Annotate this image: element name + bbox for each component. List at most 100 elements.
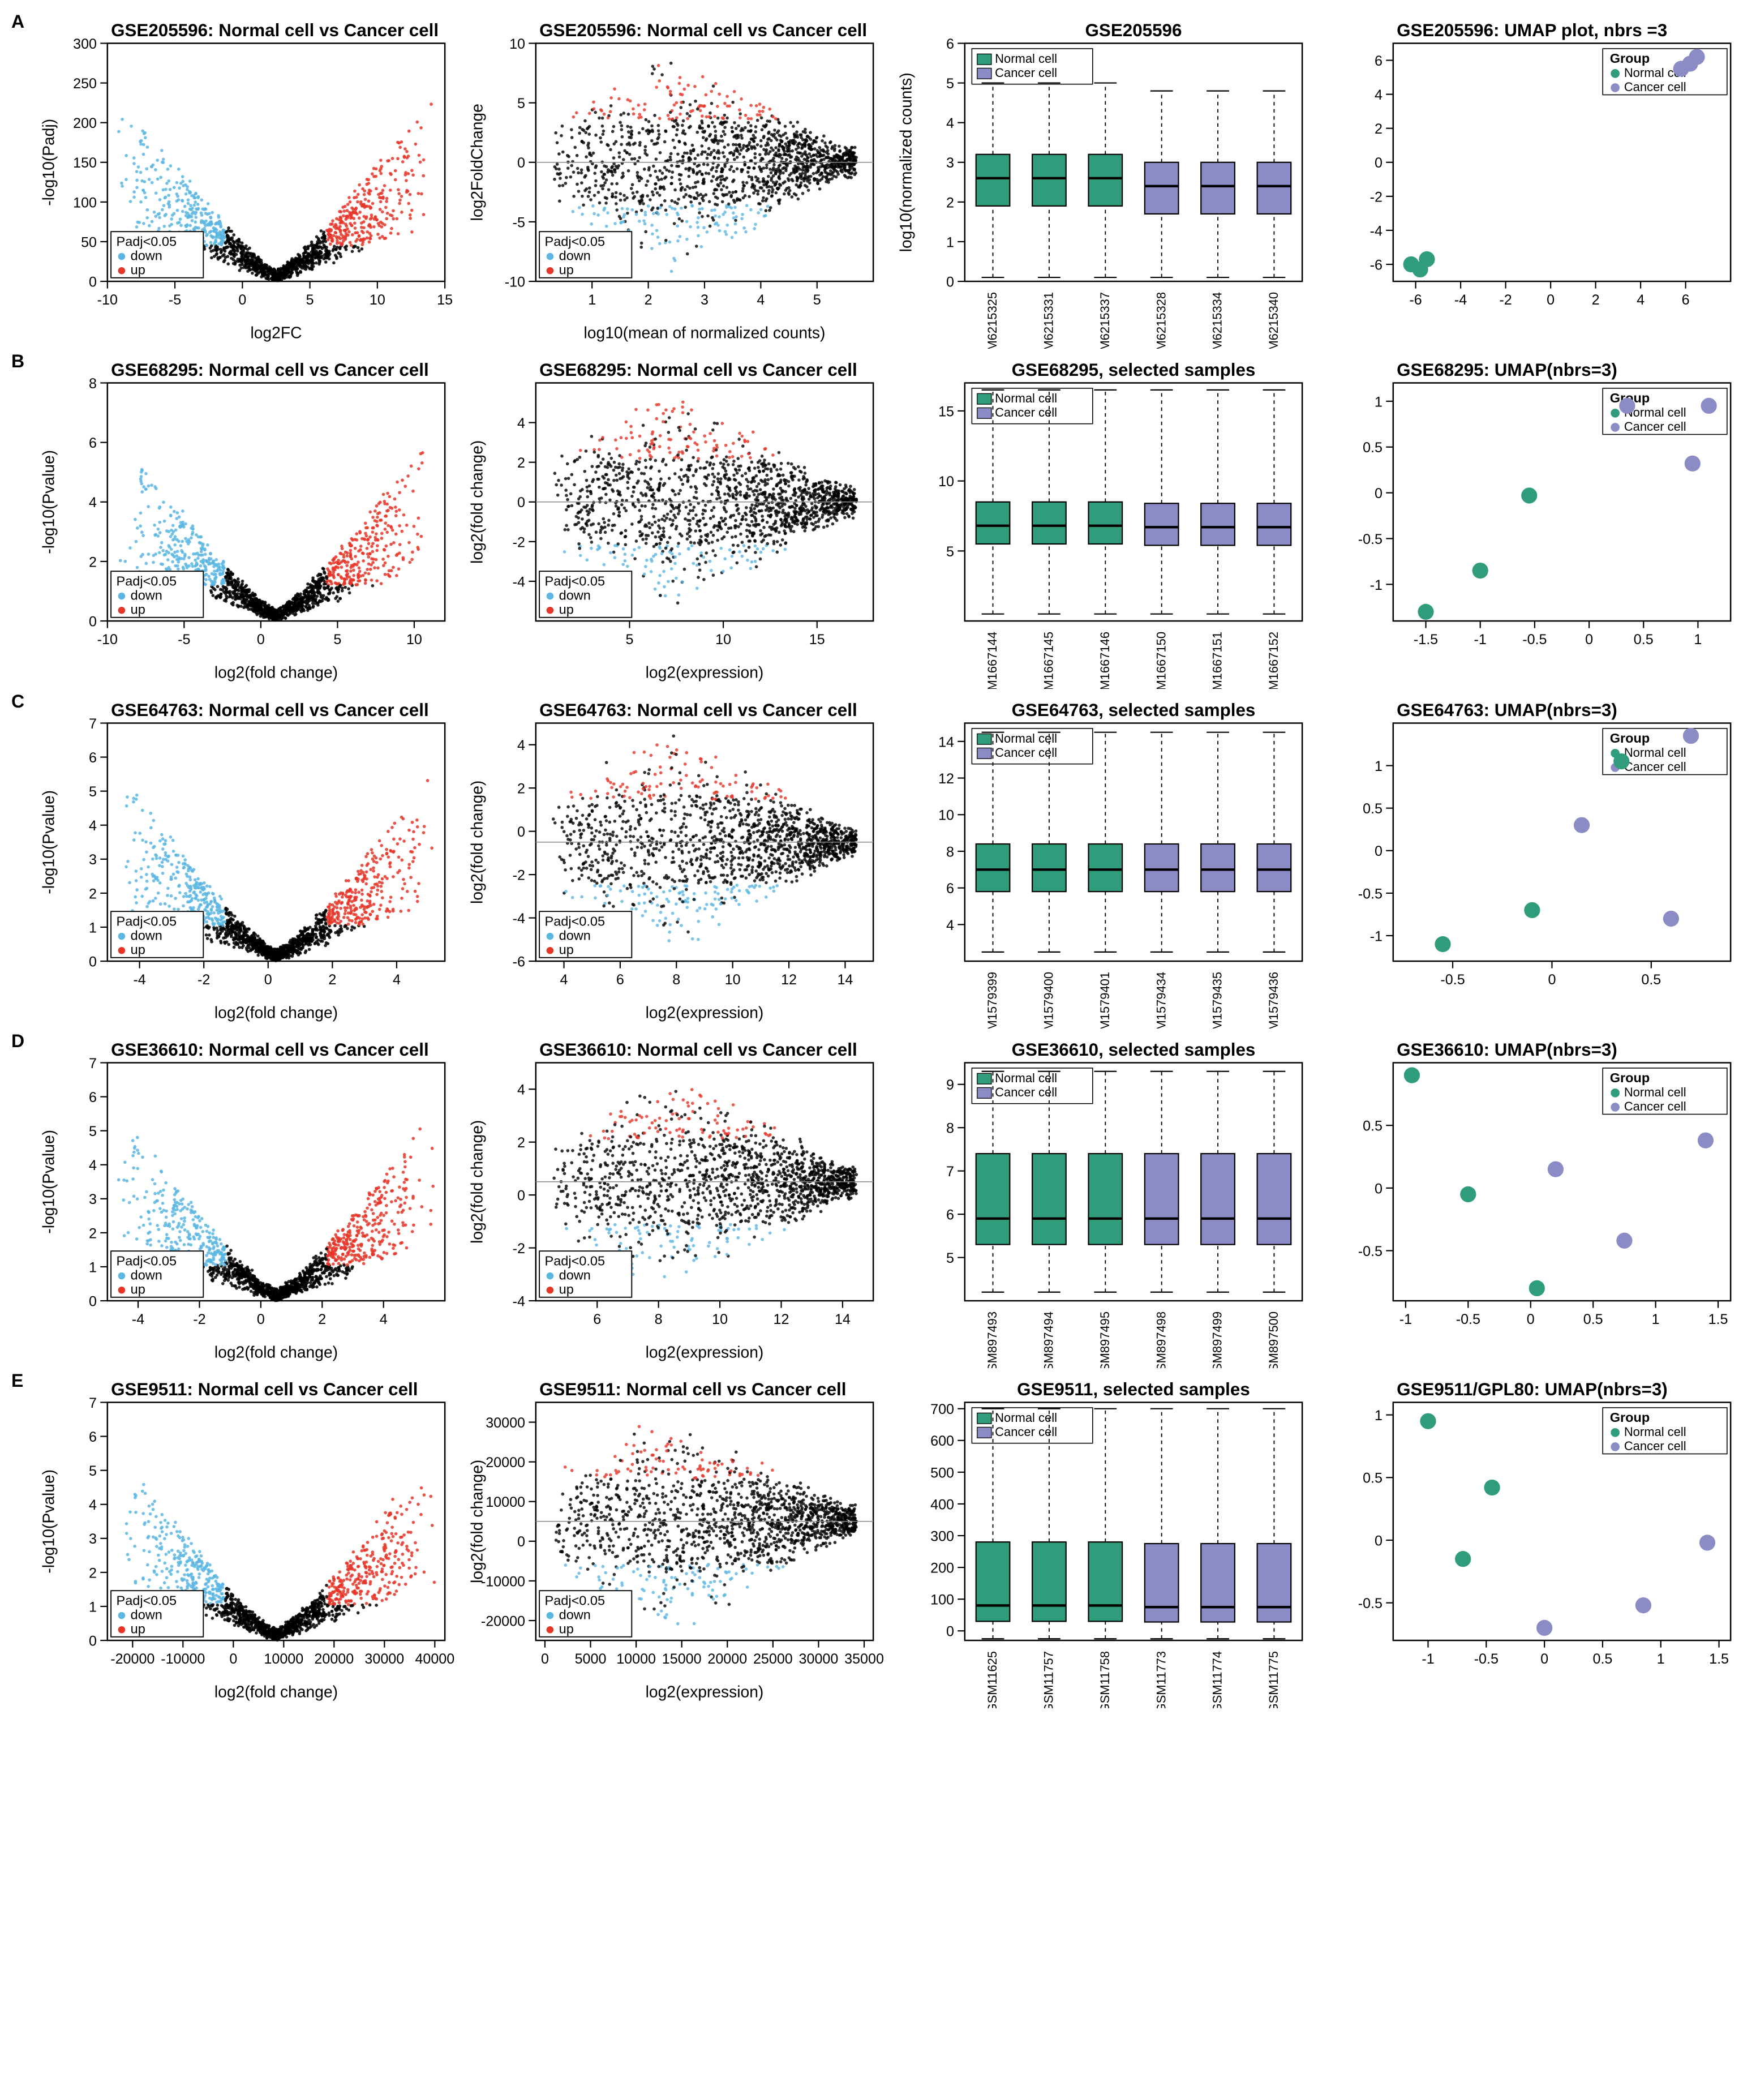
svg-text:up: up — [131, 602, 145, 617]
svg-text:-5: -5 — [178, 632, 190, 648]
svg-text:1: 1 — [946, 234, 954, 250]
svg-text:2: 2 — [89, 555, 97, 571]
volcano-plot: GSE9511: Normal cell vs Cancer cell-2000… — [33, 1370, 459, 1708]
svg-text:up: up — [131, 262, 145, 277]
svg-text:2: 2 — [1375, 121, 1383, 137]
svg-text:GSM6215340: GSM6215340 — [1266, 292, 1281, 349]
svg-text:2: 2 — [1591, 292, 1599, 308]
svg-text:300: 300 — [73, 36, 97, 52]
svg-text:2: 2 — [645, 292, 652, 308]
volcano-plot: GSE36610: Normal cell vs Cancer cell-4-2… — [33, 1031, 459, 1368]
svg-text:GSM6215334: GSM6215334 — [1210, 292, 1224, 349]
svg-text:-5: -5 — [513, 215, 525, 230]
svg-text:log2FoldChange: log2FoldChange — [468, 104, 486, 221]
svg-text:5: 5 — [333, 632, 341, 648]
volcano-plot: GSE205596: Normal cell vs Cancer cell -10… — [33, 11, 459, 349]
ma-plot: GSE205596: Normal cell vs Cancer cell123… — [461, 11, 887, 349]
row-label: C — [11, 691, 33, 710]
figure-row-E: EGSE9511: Normal cell vs Cancer cell-200… — [11, 1370, 1745, 1708]
svg-text:6: 6 — [1681, 292, 1689, 308]
svg-text:4: 4 — [89, 495, 97, 511]
svg-text:8: 8 — [89, 376, 97, 392]
row-label: D — [11, 1031, 33, 1050]
panels-container: GSE36610: Normal cell vs Cancer cell-4-2… — [33, 1031, 1745, 1368]
svg-text:GSE205596: UMAP plot, nbrs =3: GSE205596: UMAP plot, nbrs =3 — [1397, 20, 1667, 40]
umap-plot: GSE9511/GPL80: UMAP(nbrs=3)-1-0.500.511.… — [1319, 1370, 1745, 1708]
boxplot: GSE68295, selected samples51015Normal ce… — [890, 351, 1316, 688]
svg-text:GSE68295: Normal cell vs Cance: GSE68295: Normal cell vs Cancer cell — [539, 360, 857, 380]
svg-text:Padj<0.05: Padj<0.05 — [117, 234, 177, 248]
svg-text:log10(normalized counts): log10(normalized counts) — [896, 72, 915, 252]
svg-text:10: 10 — [509, 36, 525, 52]
svg-text:-2: -2 — [1499, 292, 1512, 308]
svg-text:5: 5 — [626, 632, 634, 648]
boxplot: GSE2055960123456log10(normalized counts)… — [890, 11, 1316, 349]
ma-plot: GSE64763: Normal cell vs Cancer cell4681… — [461, 691, 887, 1028]
svg-text:1: 1 — [588, 292, 596, 308]
svg-text:100: 100 — [73, 195, 97, 211]
svg-text:-4: -4 — [1454, 292, 1467, 308]
figure-row-D: DGSE36610: Normal cell vs Cancer cell-4-… — [11, 1031, 1745, 1368]
svg-text:6: 6 — [1375, 53, 1383, 69]
svg-text:0: 0 — [1547, 292, 1555, 308]
svg-text:-4: -4 — [1369, 223, 1382, 239]
boxplot: GSE64763, selected samples468101214Norma… — [890, 691, 1316, 1028]
svg-text:-10: -10 — [505, 274, 525, 290]
figure-row-A: A GSE205596: Normal cell vs Cancer cell -1… — [11, 11, 1745, 349]
panels-container: GSE68295: Normal cell vs Cancer cell -10 -… — [33, 351, 1745, 688]
svg-text:GSE205596: GSE205596 — [1085, 20, 1182, 40]
boxplot: GSE36610, selected samples56789Normal ce… — [890, 1031, 1316, 1368]
panels-container: GSE9511: Normal cell vs Cancer cell-2000… — [33, 1370, 1745, 1708]
figure-row-C: CGSE64763: Normal cell vs Cancer cell-4-… — [11, 691, 1745, 1028]
svg-text:Padj<0.05: Padj<0.05 — [117, 574, 177, 589]
svg-text:5: 5 — [946, 76, 954, 92]
umap-plot: GSE36610: UMAP(nbrs=3)-1-0.500.511.5-0.5… — [1319, 1031, 1745, 1368]
svg-text:200: 200 — [73, 115, 97, 131]
svg-text:6: 6 — [89, 435, 97, 451]
svg-text:10: 10 — [370, 292, 385, 308]
svg-text:4: 4 — [517, 415, 525, 431]
svg-text:log2(fold change): log2(fold change) — [214, 663, 338, 682]
svg-text:0: 0 — [517, 155, 525, 171]
svg-text:2: 2 — [946, 195, 954, 211]
svg-text:Padj<0.05: Padj<0.05 — [545, 234, 606, 248]
figure-row-B: B GSE68295: Normal cell vs Cancer cell -10… — [11, 351, 1745, 688]
svg-text:GSE68295: Normal cell vs Cance: GSE68295: Normal cell vs Cancer cell — [111, 360, 429, 380]
svg-text:4: 4 — [1375, 87, 1383, 103]
svg-text:5: 5 — [517, 96, 525, 112]
svg-text:-2: -2 — [513, 535, 525, 551]
umap-plot: GSE64763: UMAP(nbrs=3)-0.500.5-1-0.500.5… — [1319, 691, 1745, 1028]
svg-text:down: down — [131, 248, 162, 263]
boxplot: GSE9511, selected samples010020030040050… — [890, 1370, 1316, 1708]
svg-text:-4: -4 — [513, 575, 525, 590]
ma-plot: GSE68295: Normal cell vs Cancer cell5101… — [461, 351, 887, 688]
svg-text:4: 4 — [757, 292, 765, 308]
panels-container: GSE64763: Normal cell vs Cancer cell-4-2… — [33, 691, 1745, 1028]
svg-text:GSE205596: Normal cell vs Canc: GSE205596: Normal cell vs Cancer cell — [111, 20, 439, 40]
svg-text:Cancer cell: Cancer cell — [1624, 80, 1686, 94]
volcano-plot: GSE64763: Normal cell vs Cancer cell-4-2… — [33, 691, 459, 1028]
svg-text:-10: -10 — [97, 632, 118, 648]
volcano-plot: GSE68295: Normal cell vs Cancer cell -10 -… — [33, 351, 459, 688]
svg-text:Group: Group — [1609, 51, 1650, 66]
svg-text:2: 2 — [517, 455, 525, 471]
svg-text:GSM6215328: GSM6215328 — [1154, 292, 1168, 349]
svg-text:down: down — [131, 588, 162, 603]
svg-text:GSM6215331: GSM6215331 — [1041, 292, 1055, 349]
svg-text:log2FC: log2FC — [250, 323, 302, 341]
panels-container: GSE205596: Normal cell vs Cancer cell -10… — [33, 11, 1745, 349]
svg-text:-log10(Padj): -log10(Padj) — [40, 119, 58, 206]
svg-text:0: 0 — [238, 292, 246, 308]
svg-text:log10(mean of normalized count: log10(mean of normalized counts) — [584, 323, 826, 341]
svg-text:0: 0 — [89, 274, 97, 290]
umap-plot: GSE68295: UMAP(nbrs=3)-1.5-1-0.500.51-1-… — [1319, 351, 1745, 688]
svg-text:3: 3 — [701, 292, 709, 308]
svg-text:Cancer cell: Cancer cell — [995, 66, 1057, 80]
svg-text:0: 0 — [89, 614, 97, 630]
svg-text:-2: -2 — [1369, 189, 1382, 205]
svg-text:15: 15 — [437, 292, 453, 308]
svg-text:-10: -10 — [97, 292, 118, 308]
umap-plot: GSE205596: UMAP plot, nbrs =3-6-4-20246-… — [1319, 11, 1745, 349]
row-label: B — [11, 351, 33, 370]
row-label: A — [11, 11, 33, 31]
